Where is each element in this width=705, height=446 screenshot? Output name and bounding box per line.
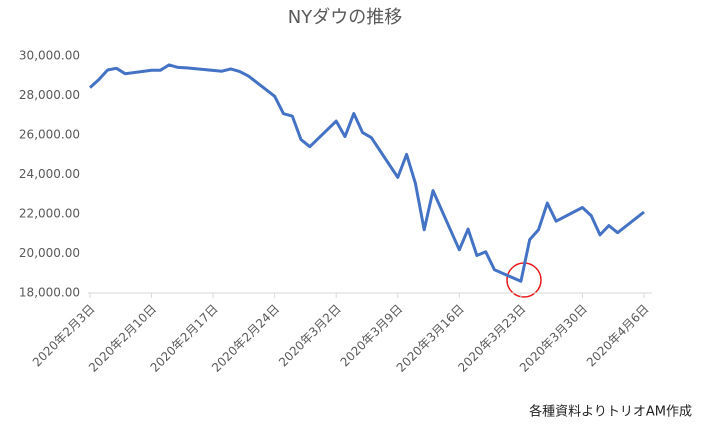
y-tick-label: 18,000.00 [19,286,80,300]
y-tick-label: 28,000.00 [19,88,80,102]
x-tick-label: 2020年2月24日 [209,302,282,375]
y-tick-label: 20,000.00 [19,246,80,260]
x-tick-label: 2020年3月9日 [338,302,406,370]
line-series [88,63,645,283]
x-tick-label: 2020年3月30日 [517,302,590,375]
chart-title: NYダウの推移 [288,7,402,28]
y-tick-label: 26,000.00 [19,128,80,142]
y-tick-label: 22,000.00 [19,207,80,221]
source-note: 各種資料よりトリオAM作成 [529,404,692,420]
y-tick-label: 30,000.00 [19,49,80,63]
x-tick-label: 2020年2月3日 [30,302,98,370]
x-tick-label: 2020年3月2日 [276,302,344,370]
x-tick-label: 2020年4月6日 [584,302,652,370]
y-tick-label: 24,000.00 [19,167,80,181]
